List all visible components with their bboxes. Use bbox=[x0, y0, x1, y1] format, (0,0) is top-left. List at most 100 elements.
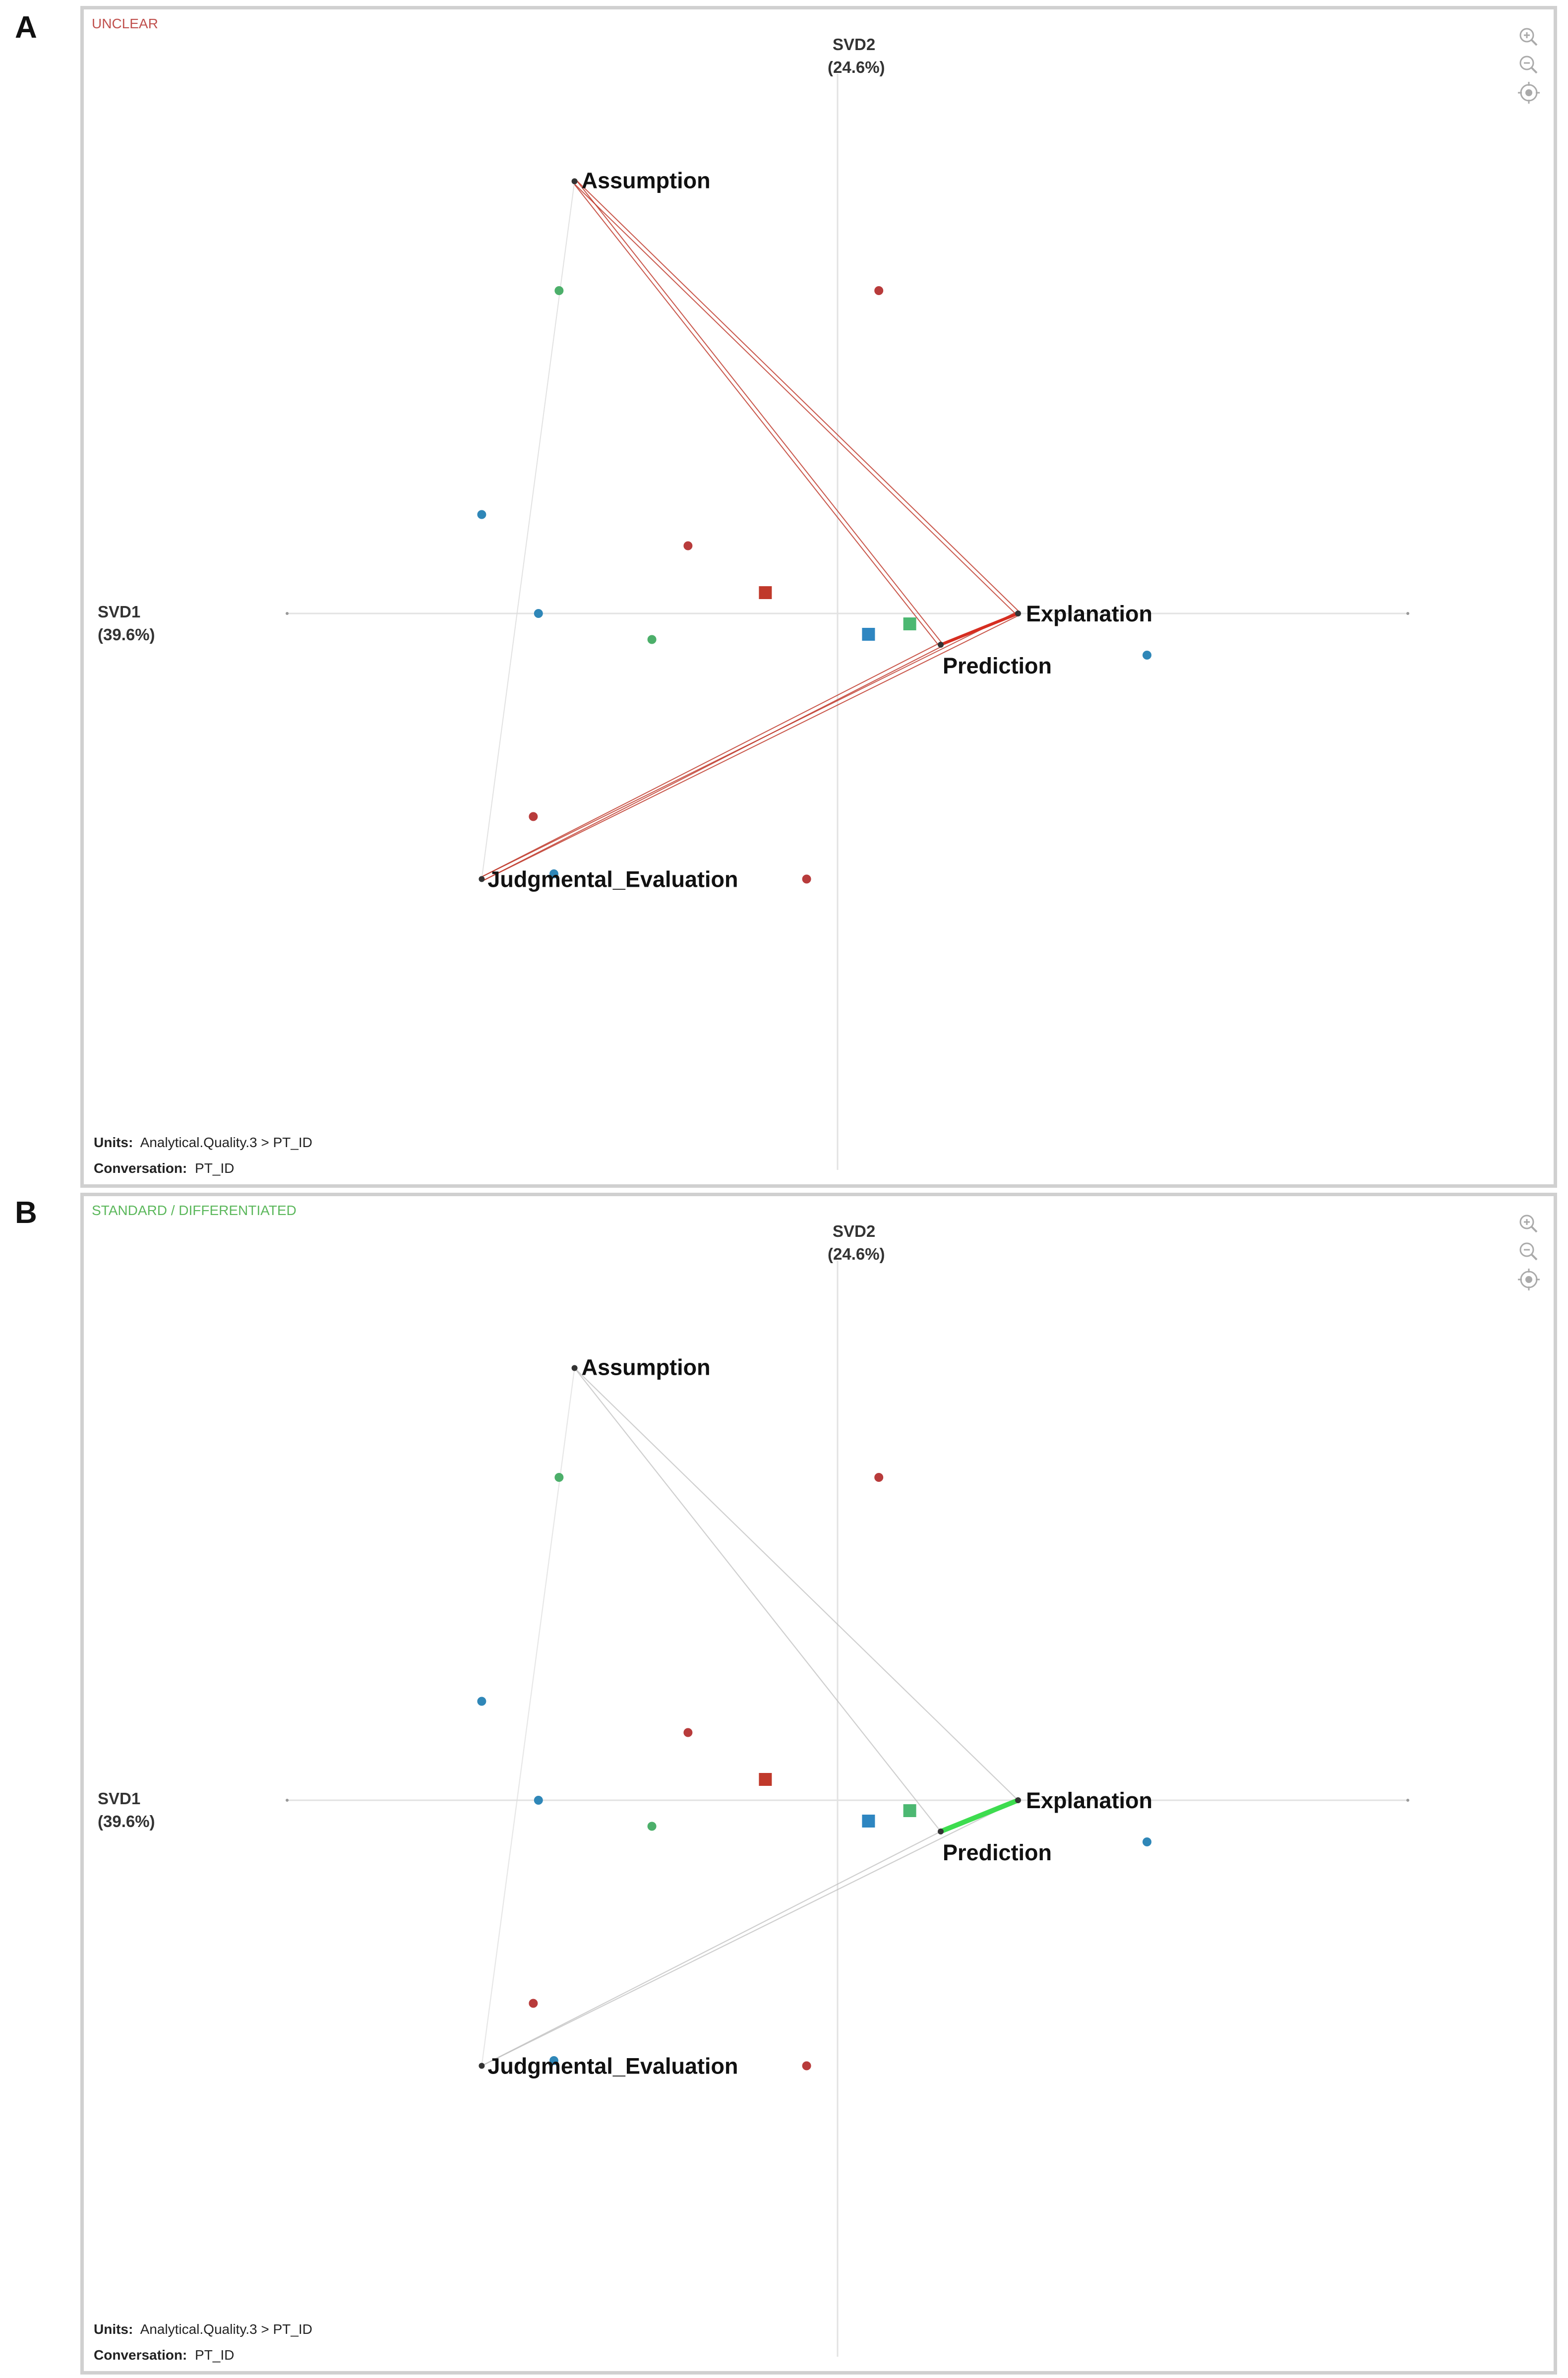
edge-judgmental_evaluation-prediction-0 bbox=[481, 642, 940, 878]
condition-label: UNCLEAR bbox=[92, 16, 158, 31]
axis-x-end-left bbox=[286, 1799, 289, 1802]
unit-point[interactable] bbox=[554, 286, 564, 295]
units-value: Analytical.Quality.3 > PT_ID bbox=[140, 1135, 312, 1150]
zoom-out-icon[interactable] bbox=[1519, 1242, 1538, 1261]
zoom-out-icon[interactable] bbox=[1519, 56, 1538, 74]
edge-assumption-explanation-1 bbox=[573, 182, 1017, 615]
node-judgmental_evaluation[interactable] bbox=[479, 876, 485, 882]
unit-point[interactable] bbox=[534, 609, 543, 618]
axis-x-title: SVD1 (39.6%) bbox=[98, 1789, 155, 1830]
unit-point[interactable] bbox=[874, 1473, 884, 1482]
axis-y-pct-text: (24.6%) bbox=[828, 58, 885, 76]
unit-point[interactable] bbox=[1143, 651, 1151, 660]
edge-assumption-explanation-0 bbox=[575, 179, 1020, 612]
axis-x-title-text: SVD1 bbox=[98, 603, 140, 621]
axis-y-title-text: SVD2 bbox=[833, 1222, 875, 1240]
node-label-explanation: Explanation bbox=[1026, 1788, 1152, 1813]
conversation-value: PT_ID bbox=[195, 1160, 234, 1176]
conversation-line: Conversation: PT_ID bbox=[94, 2347, 234, 2363]
edge-assumption-explanation bbox=[574, 1367, 1019, 1801]
node-assumption[interactable] bbox=[571, 178, 578, 184]
node-label-judgmental_evaluation: Judgmental_Evaluation bbox=[487, 867, 738, 892]
node-label-prediction: Prediction bbox=[943, 1840, 1052, 1865]
axis-x-end-right bbox=[1406, 1799, 1409, 1802]
axis-x-title-text: SVD1 bbox=[98, 1789, 140, 1808]
unit-point[interactable] bbox=[802, 2061, 811, 2071]
axis-x-title: SVD1 (39.6%) bbox=[98, 603, 155, 644]
edge-assumption-judgmental_evaluation bbox=[481, 1368, 575, 2066]
edge-strong-prediction-explanation bbox=[938, 1798, 1021, 1834]
axis-x-pct-text: (39.6%) bbox=[98, 625, 155, 644]
unit-point[interactable] bbox=[534, 1796, 543, 1805]
unit-point[interactable] bbox=[477, 1697, 486, 1706]
edge-judgmental_evaluation-explanation bbox=[481, 1800, 1019, 2067]
centroid-square[interactable] bbox=[862, 628, 875, 641]
edge-assumption-judgmental_evaluation bbox=[481, 181, 575, 879]
unit-point[interactable] bbox=[549, 869, 558, 878]
edge-assumption-prediction bbox=[574, 1367, 941, 1832]
centroid-square[interactable] bbox=[903, 1804, 916, 1817]
edge-judgmental_evaluation-prediction-1 bbox=[482, 646, 942, 881]
unit-point[interactable] bbox=[529, 1999, 538, 2008]
unit-point[interactable] bbox=[647, 635, 657, 644]
unit-point[interactable] bbox=[477, 510, 486, 519]
centroid-square[interactable] bbox=[759, 586, 772, 599]
network-graph-a[interactable]: UNCLEAR SVD2 (24.6%) SVD1 (39.6%) Assump… bbox=[84, 9, 1554, 1184]
node-label-assumption: Assumption bbox=[582, 168, 711, 193]
node-assumption[interactable] bbox=[571, 1365, 578, 1371]
axis-x-end-right bbox=[1406, 612, 1409, 615]
network-panel-b[interactable]: STANDARD / DIFFERENTIATED SVD2 (24.6%) S… bbox=[80, 1193, 1557, 2375]
units-value: Analytical.Quality.3 > PT_ID bbox=[140, 2321, 312, 2337]
zoom-in-icon[interactable] bbox=[1519, 28, 1538, 46]
conversation-key: Conversation: bbox=[94, 1160, 187, 1176]
node-explanation[interactable] bbox=[1015, 610, 1021, 616]
unit-point[interactable] bbox=[1143, 1837, 1151, 1846]
node-label-assumption: Assumption bbox=[582, 1355, 711, 1380]
edge-judgmental_evaluation-prediction bbox=[481, 1831, 941, 2067]
unit-point[interactable] bbox=[683, 1728, 693, 1737]
edge-judgmental_evaluation-explanation-1 bbox=[482, 614, 1020, 881]
network-graph-b[interactable]: STANDARD / DIFFERENTIATED SVD2 (24.6%) S… bbox=[84, 1196, 1554, 2371]
node-label-prediction: Prediction bbox=[943, 653, 1052, 678]
unit-point[interactable] bbox=[802, 874, 811, 884]
unit-point[interactable] bbox=[683, 541, 693, 550]
centroid-square[interactable] bbox=[903, 617, 916, 630]
axis-y-title: SVD2 (24.6%) bbox=[828, 1222, 885, 1263]
condition-label: STANDARD / DIFFERENTIATED bbox=[92, 1203, 297, 1218]
conversation-value: PT_ID bbox=[195, 2347, 234, 2363]
unit-point[interactable] bbox=[529, 812, 538, 821]
centroid-square[interactable] bbox=[862, 1815, 875, 1828]
node-prediction[interactable] bbox=[938, 1829, 944, 1834]
panel-letter-a: A bbox=[15, 10, 37, 45]
units-key: Units: bbox=[94, 1135, 133, 1150]
plot-area: Assumption Explanation Prediction Judgmenta… bbox=[286, 74, 1409, 1170]
units-key: Units: bbox=[94, 2321, 133, 2337]
units-line: Units: Analytical.Quality.3 > PT_ID bbox=[94, 2321, 312, 2337]
panel-letter-b: B bbox=[15, 1196, 37, 1230]
centroid-square[interactable] bbox=[759, 1773, 772, 1786]
edge-strong-prediction-explanation bbox=[939, 612, 1020, 646]
node-judgmental_evaluation[interactable] bbox=[479, 2063, 485, 2069]
node-explanation[interactable] bbox=[1015, 1797, 1021, 1803]
unit-point[interactable] bbox=[549, 2056, 558, 2065]
network-panel-a[interactable]: UNCLEAR SVD2 (24.6%) SVD1 (39.6%) Assump… bbox=[80, 6, 1557, 1188]
locate-icon[interactable] bbox=[1518, 82, 1540, 104]
axis-y-title: SVD2 (24.6%) bbox=[828, 35, 885, 76]
unit-point[interactable] bbox=[874, 286, 884, 295]
toolbar bbox=[1518, 28, 1540, 104]
edge-assumption-prediction-1 bbox=[572, 182, 940, 647]
node-prediction[interactable] bbox=[938, 642, 944, 648]
axis-x-pct-text: (39.6%) bbox=[98, 1812, 155, 1830]
axis-y-pct-text: (24.6%) bbox=[828, 1245, 885, 1263]
conversation-key: Conversation: bbox=[94, 2347, 187, 2363]
unit-point[interactable] bbox=[647, 1822, 657, 1831]
toolbar bbox=[1518, 1215, 1540, 1290]
edge-assumption-prediction-0 bbox=[575, 180, 943, 644]
conversation-line: Conversation: PT_ID bbox=[94, 1160, 234, 1176]
axis-y-title-text: SVD2 bbox=[833, 35, 875, 54]
unit-point[interactable] bbox=[554, 1473, 564, 1482]
node-label-explanation: Explanation bbox=[1026, 601, 1152, 626]
node-label-judgmental_evaluation: Judgmental_Evaluation bbox=[487, 2054, 738, 2079]
locate-icon[interactable] bbox=[1518, 1269, 1540, 1290]
zoom-in-icon[interactable] bbox=[1519, 1215, 1538, 1233]
